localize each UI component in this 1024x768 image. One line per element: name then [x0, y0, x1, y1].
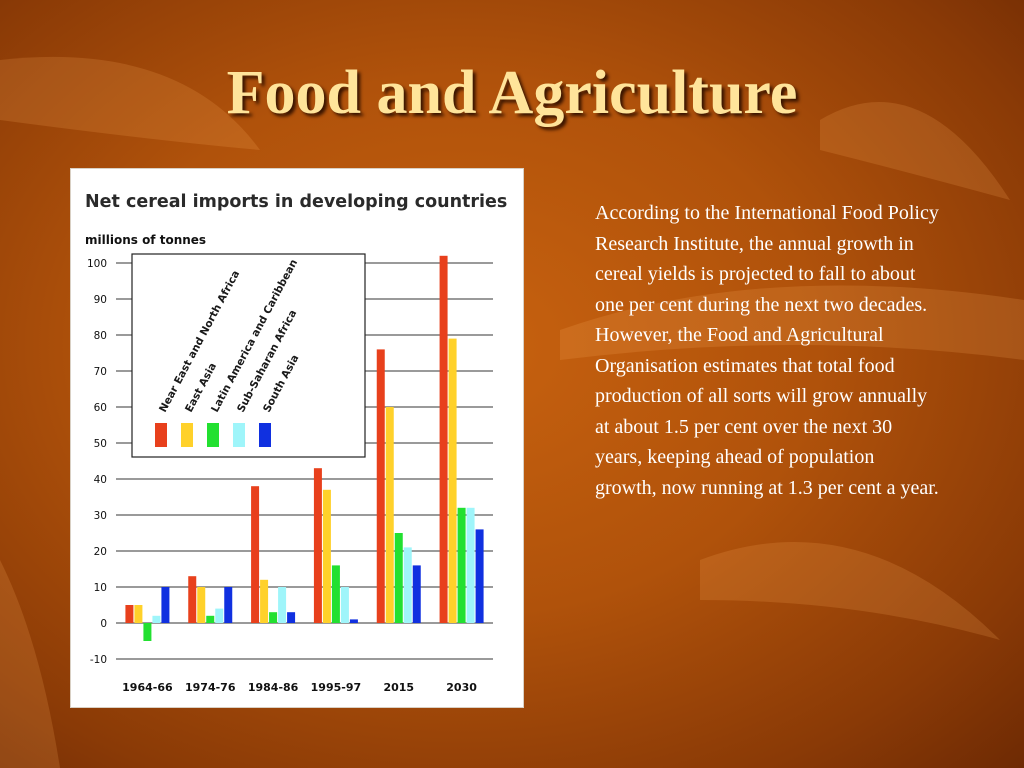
y-tick-label: 40 — [94, 474, 107, 486]
bar — [376, 349, 385, 623]
bar — [287, 612, 296, 623]
bar — [385, 407, 394, 623]
bar — [278, 587, 287, 623]
slide-title: Food and Agriculture — [226, 59, 798, 127]
bar — [215, 608, 224, 623]
y-tick-label: 100 — [87, 258, 107, 270]
bar — [475, 529, 484, 623]
y-axis-label: millions of tonnes — [85, 233, 206, 247]
x-tick-label: 2015 — [383, 681, 414, 694]
bar — [224, 587, 233, 623]
bar — [197, 587, 206, 623]
bar — [439, 255, 448, 624]
x-tick-label: 1974-76 — [185, 681, 236, 694]
x-tick-label: 1964-66 — [122, 681, 173, 694]
legend-swatch — [155, 423, 167, 447]
x-tick-label: 1984-86 — [248, 681, 299, 694]
chart-title: Net cereal imports in developing countri… — [85, 192, 507, 212]
legend-swatch — [233, 423, 245, 447]
y-tick-label: 20 — [94, 546, 107, 558]
y-tick-label: 0 — [100, 618, 107, 630]
x-tick-label: 2030 — [446, 681, 477, 694]
y-tick-label: 60 — [94, 402, 107, 414]
bar-chart: Net cereal imports in developing countri… — [85, 192, 507, 694]
y-tick-label: 10 — [94, 582, 107, 594]
bar — [152, 615, 161, 623]
bar — [269, 612, 278, 623]
bar — [457, 507, 466, 623]
bar — [143, 623, 152, 641]
legend-box — [131, 253, 366, 458]
bar — [206, 615, 215, 623]
bar — [161, 587, 170, 623]
bar — [331, 565, 340, 623]
y-tick-label: 30 — [94, 510, 107, 522]
bar — [403, 547, 412, 623]
chart-panel: Net cereal imports in developing countri… — [70, 168, 524, 708]
y-tick-label: 50 — [94, 438, 107, 450]
bar — [466, 507, 475, 623]
bar — [394, 533, 403, 623]
bar — [412, 565, 421, 623]
bar — [349, 619, 358, 623]
x-tick-label: 1995-97 — [311, 681, 362, 694]
body-paragraph: According to the International Food Poli… — [595, 202, 939, 499]
y-tick-label: -10 — [90, 654, 107, 666]
y-tick-label: 90 — [94, 294, 107, 306]
y-tick-label: 80 — [94, 330, 107, 342]
bar — [251, 486, 260, 623]
legend-swatch — [181, 423, 193, 447]
bar — [260, 579, 269, 623]
legend-swatch — [207, 423, 219, 447]
legend-swatch — [259, 423, 271, 447]
bar — [134, 605, 143, 623]
bar — [313, 468, 322, 623]
y-tick-label: 70 — [94, 366, 107, 378]
bar — [340, 587, 349, 623]
bar — [125, 605, 134, 623]
bar — [322, 489, 331, 623]
bar — [188, 576, 197, 623]
bar — [448, 338, 457, 623]
